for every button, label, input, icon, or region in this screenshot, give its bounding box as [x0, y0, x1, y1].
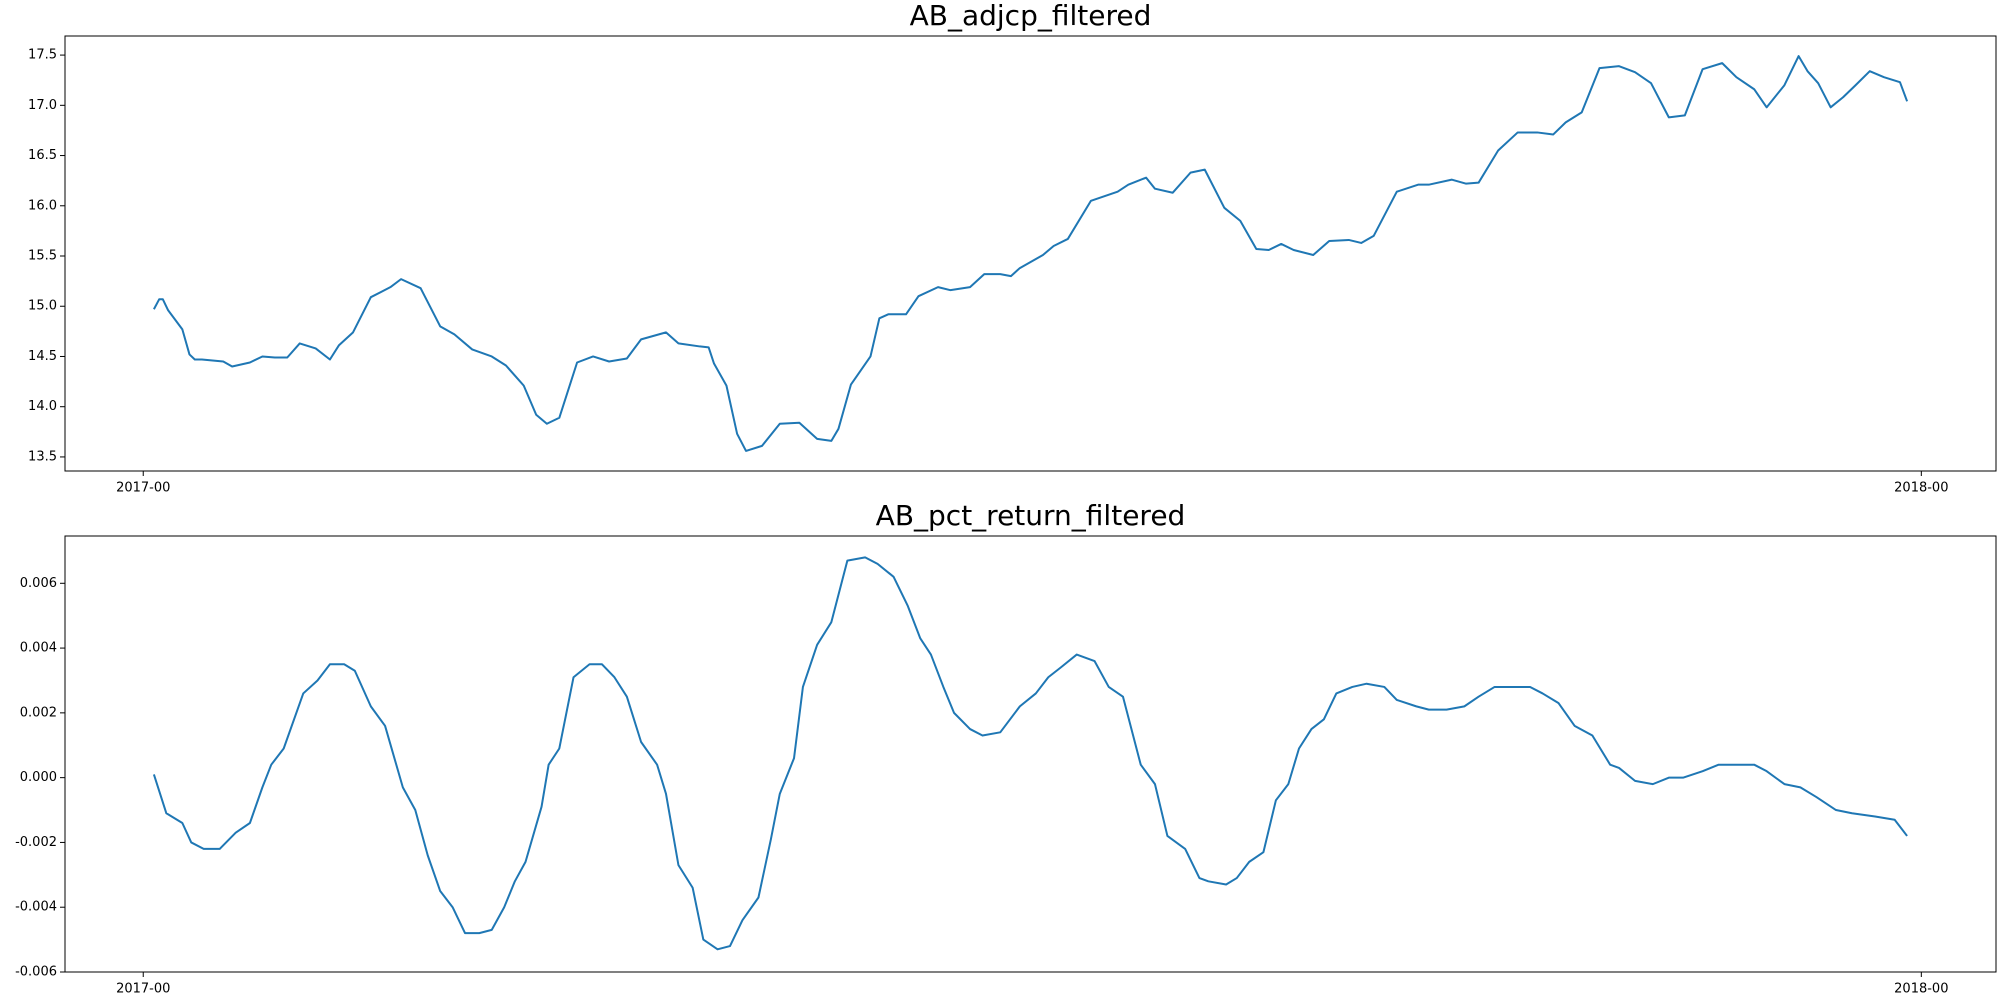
data-line [153, 55, 1909, 452]
plot-frame [64, 535, 1997, 973]
y-tick-label: 16.0 [28, 198, 57, 213]
x-tick-label: 2018-00 [1894, 982, 1948, 997]
y-tick-label: 15.5 [28, 249, 57, 264]
chart-title: AB_adjcp_filtered [910, 0, 1152, 32]
y-tick-label: 13.5 [28, 449, 57, 464]
y-tick-label: 16.5 [28, 148, 57, 163]
x-tick-label: 2018-00 [1894, 481, 1948, 496]
y-tick-label: 17.0 [28, 98, 57, 113]
plot-frame [64, 35, 1997, 472]
y-tick-label: 14.5 [28, 349, 57, 364]
y-tick-label: 0.000 [20, 770, 57, 785]
data-line [152, 556, 1908, 951]
chart-title: AB_pct_return_filtered [876, 499, 1186, 532]
y-tick-label: 0.006 [20, 576, 57, 591]
y-tick-label: -0.006 [15, 965, 57, 980]
x-tick-label: 2017-00 [116, 982, 170, 997]
y-tick-label: -0.002 [15, 835, 57, 850]
y-tick-label: 14.0 [28, 399, 57, 414]
y-tick-label: 0.004 [20, 641, 57, 656]
y-tick-label: 15.0 [28, 299, 57, 314]
y-tick-label: 0.002 [20, 705, 57, 720]
y-tick-label: 17.5 [28, 48, 57, 63]
x-tick-label: 2017-00 [116, 481, 170, 496]
y-tick-label: -0.004 [15, 900, 57, 915]
